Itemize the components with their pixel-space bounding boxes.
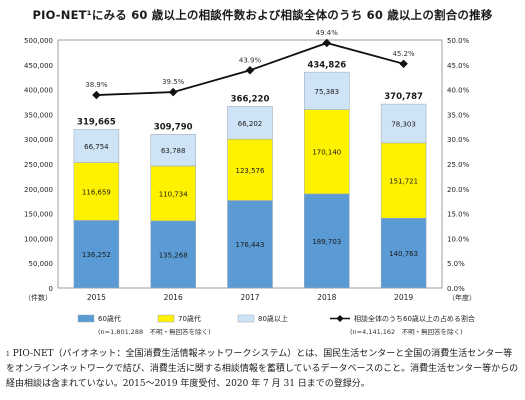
x-axis-unit: （年度） <box>448 293 476 302</box>
footnote: 1 PIO-NET（パイオネット：全国消費生活情報ネットワークシステム）とは、国… <box>6 347 520 392</box>
bar-value-label: 151,721 <box>389 178 418 186</box>
x-tick-label: 2017 <box>240 293 259 302</box>
footnote-mark: 1 <box>6 351 10 358</box>
y-tick-label: 500,000 <box>24 37 53 45</box>
y-axis-unit: （件数） <box>24 293 52 302</box>
y2-tick-label: 0.0% <box>447 285 465 293</box>
ratio-label: 45.2% <box>392 50 415 58</box>
bar-value-label: 176,443 <box>236 241 265 249</box>
legend-swatch-80plus <box>237 314 255 323</box>
bar-value-label: 66,754 <box>84 143 109 151</box>
footnote-text: PIO-NET（パイオネット：全国消費生活情報ネットワークシステム）とは、国民生… <box>6 349 519 389</box>
ratio-label: 49.4% <box>316 29 339 37</box>
bar-value-label: 66,202 <box>238 120 263 128</box>
y-tick-label: 100,000 <box>24 235 53 243</box>
bar-segment <box>304 109 350 195</box>
legend-swatch-70s <box>157 314 175 323</box>
legend-label: 相談全体のうち60歳以上の占める割合 <box>354 314 475 323</box>
ratio-marker <box>168 87 178 97</box>
legend-line-marker <box>336 314 344 323</box>
y2-tick-label: 45.0% <box>447 62 470 70</box>
ratio-label: 38.9% <box>85 81 108 89</box>
y2-tick-label: 25.0% <box>447 161 470 169</box>
bar-value-label: 136,252 <box>82 251 111 259</box>
bar-segment <box>73 162 120 221</box>
y2-tick-label: 40.0% <box>447 87 470 95</box>
bar-total-label: 370,787 <box>384 92 423 102</box>
bar-total-label: 319,665 <box>77 117 116 127</box>
bar-segment <box>227 138 273 201</box>
bar-value-label: 110,734 <box>159 190 188 198</box>
y2-tick-label: 35.0% <box>447 111 470 119</box>
legend-note: (n=4,141,162 不明・無回答を除く) <box>350 327 463 336</box>
bar-segment <box>150 220 196 289</box>
bar-value-label: 170,140 <box>312 149 341 157</box>
x-tick-label: 2019 <box>394 293 413 302</box>
bar-value-label: 116,659 <box>82 188 111 196</box>
bar-value-label: 189,703 <box>312 238 341 246</box>
y-tick-label: 50,000 <box>29 260 54 268</box>
bar-segment <box>304 193 350 289</box>
bar-segment <box>380 103 427 144</box>
y2-tick-label: 50.0% <box>447 37 470 45</box>
legend-note: (n=1,801,288 不明・無回答を除く) <box>98 327 211 336</box>
bar-total-label: 434,826 <box>307 60 346 70</box>
legend-swatch-60s <box>77 314 95 323</box>
ratio-marker <box>399 59 408 69</box>
bar-value-label: 135,268 <box>159 251 188 259</box>
legend-label: 80歳以上 <box>258 314 288 323</box>
bar-segment <box>304 71 350 110</box>
ratio-label: 43.9% <box>239 56 262 64</box>
chart: 0 50,000 100,000 150,000 200,000 250,000 300,0… <box>24 29 476 336</box>
y-tick-label: 450,000 <box>24 62 53 70</box>
page-title: PIO-NET¹にみる 60 歳以上の相談件数および相談全体のうち 60 歳以上… <box>32 8 493 22</box>
bar-value-label: 75,383 <box>315 88 340 96</box>
bar-value-label: 63,788 <box>161 147 186 155</box>
bar-total-label: 366,220 <box>231 94 270 104</box>
y2-tick-label: 30.0% <box>447 136 470 144</box>
bar-value-label: 140,763 <box>389 250 418 258</box>
bar-segment <box>150 165 196 222</box>
bar-segment <box>380 142 427 219</box>
bar-segment <box>73 129 120 163</box>
legend-label: 70歳代 <box>178 314 201 323</box>
y2-tick-label: 5.0% <box>447 260 465 268</box>
y2-tick-label: 10.0% <box>447 235 470 243</box>
ratio-label: 39.5% <box>162 78 185 86</box>
bar-value-label: 123,576 <box>236 167 265 175</box>
bar-value-label: 78,303 <box>391 121 416 129</box>
y-tick-label: 350,000 <box>24 111 53 119</box>
y-tick-label: 250,000 <box>24 161 53 169</box>
ratio-marker <box>245 66 255 75</box>
y-tick-label: 300,000 <box>24 136 53 144</box>
y2-tick-label: 15.0% <box>447 211 470 219</box>
x-tick-label: 2015 <box>87 293 106 302</box>
legend-label: 60歳代 <box>98 314 121 323</box>
x-tick-label: 2016 <box>164 293 183 302</box>
y-tick-label: 200,000 <box>24 186 53 194</box>
y-tick-label: 0 <box>49 285 53 293</box>
bar-segment <box>380 217 427 289</box>
bar-segment <box>227 200 273 289</box>
y-tick-label: 400,000 <box>24 87 53 95</box>
bar-segment <box>150 134 196 167</box>
x-tick-label: 2018 <box>317 293 336 302</box>
bar-total-label: 309,790 <box>154 122 193 132</box>
y2-tick-label: 20.0% <box>447 186 470 194</box>
ratio-marker <box>92 90 101 100</box>
y-tick-label: 150,000 <box>24 211 53 219</box>
bar-segment <box>227 106 273 140</box>
ratio-marker <box>322 38 332 48</box>
